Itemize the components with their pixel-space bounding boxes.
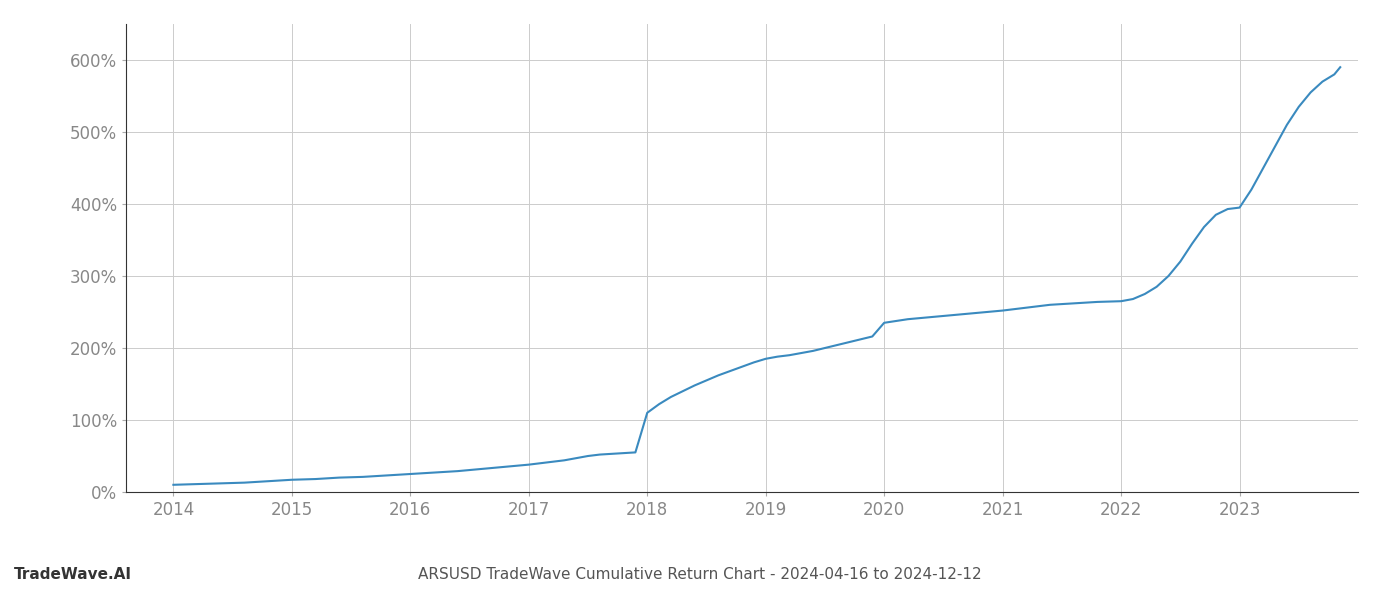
Text: ARSUSD TradeWave Cumulative Return Chart - 2024-04-16 to 2024-12-12: ARSUSD TradeWave Cumulative Return Chart… [419, 567, 981, 582]
Text: TradeWave.AI: TradeWave.AI [14, 567, 132, 582]
